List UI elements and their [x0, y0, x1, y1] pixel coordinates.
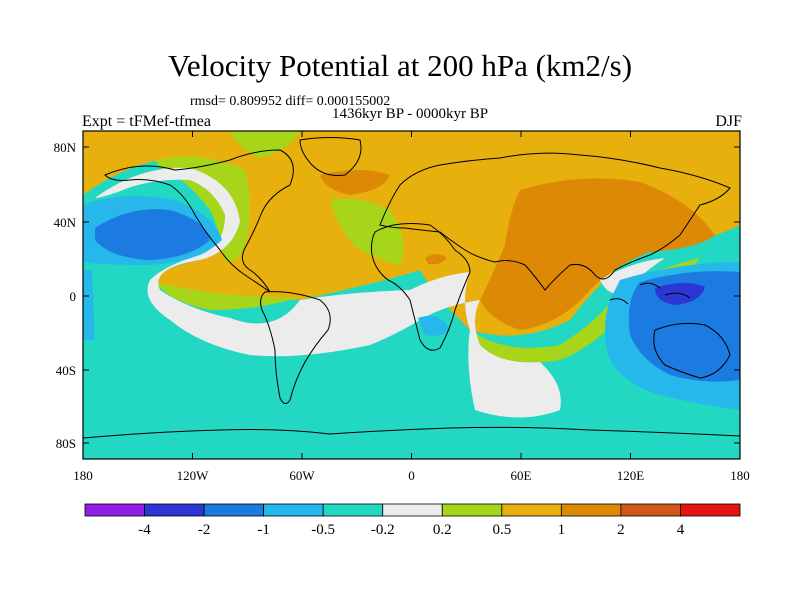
coastline-islands-se-asia [609, 282, 691, 305]
coastline-north-america [104, 149, 294, 293]
field-region-green-arctic [230, 131, 300, 158]
coastline-antarctica [83, 426, 740, 439]
lon-tick-label: 60W [289, 468, 315, 483]
colorbar-swatch [263, 503, 324, 517]
colorbar-label: 4 [677, 522, 685, 538]
statistics-label: rmsd= 0.809952 diff= 0.000155002 [190, 94, 391, 109]
colorbar-swatch [680, 503, 741, 517]
field-region-blue-northpacific [95, 209, 210, 260]
lon-tick-label: 120W [177, 468, 210, 483]
map-title: Velocity Potential at 200 hPa (km2/s) [167, 48, 633, 83]
field-region-max-atlantic [320, 170, 390, 195]
lat-tick-label: 80S [56, 436, 76, 451]
field-region-max-eurasia [480, 178, 715, 330]
coastline-south-america [260, 291, 331, 404]
lon-tick-label: 180 [73, 468, 93, 483]
field-region-lightblue-atlantic [418, 315, 450, 336]
coastline-australia [653, 322, 731, 379]
colorbar-swatch [620, 503, 681, 517]
colorbar: -4 -2 -1 -0.5 -0.2 0.2 0.5 1 2 4 [84, 503, 741, 538]
colorbar-label: -1 [257, 522, 270, 538]
season-label: DJF [715, 113, 742, 130]
colorbar-label: 0.5 [492, 522, 511, 538]
latitude-axis: 80N 40N 0 40S 80S [54, 140, 740, 451]
field-region-green-southamerica [155, 282, 300, 310]
experiment-label: Expt = tFMef-tfmea [82, 113, 211, 130]
colorbar-label: -4 [138, 522, 151, 538]
field-region-max-africa-spot [425, 254, 447, 265]
colorbar-label: -0.5 [311, 522, 335, 538]
contour-field [83, 131, 740, 459]
lat-tick-label: 40S [56, 363, 76, 378]
field-region-lightblue-westpacific [83, 270, 95, 340]
colorbar-label: -2 [198, 522, 211, 538]
field-region-neutral-seasia [600, 258, 665, 294]
longitude-axis: 180 120W 60W 0 60E 120E 180 [73, 131, 750, 483]
coastline-africa [370, 223, 471, 351]
field-region-neutral-pacific [95, 167, 561, 418]
colorbar-swatch [501, 503, 562, 517]
coastline-eurasia [379, 152, 731, 291]
colorbar-swatch [382, 503, 443, 517]
colorbar-swatch [203, 503, 265, 517]
lon-tick-label: 180 [730, 468, 750, 483]
lon-tick-label: 120E [617, 468, 645, 483]
colorbar-label: 0.2 [433, 522, 452, 538]
lon-tick-label: 60E [511, 468, 532, 483]
coastlines [83, 137, 740, 439]
colorbar-label: -0.2 [371, 522, 395, 538]
period-label: 1436kyr BP - 0000kyr BP [331, 106, 489, 122]
lat-tick-label: 40N [54, 215, 77, 230]
lon-tick-label: 0 [408, 468, 415, 483]
colorbar-swatch [560, 503, 622, 517]
colorbar-swatch [144, 503, 205, 517]
field-region-green-africa [330, 198, 404, 265]
colorbar-label: 1 [558, 522, 566, 538]
colorbar-swatch [84, 503, 145, 517]
coastline-greenland [299, 137, 362, 176]
colorbar-label: 2 [617, 522, 625, 538]
lat-tick-label: 0 [70, 289, 77, 304]
lat-tick-label: 80N [54, 140, 77, 155]
colorbar-swatch [441, 503, 503, 517]
colorbar-swatch [322, 503, 384, 517]
